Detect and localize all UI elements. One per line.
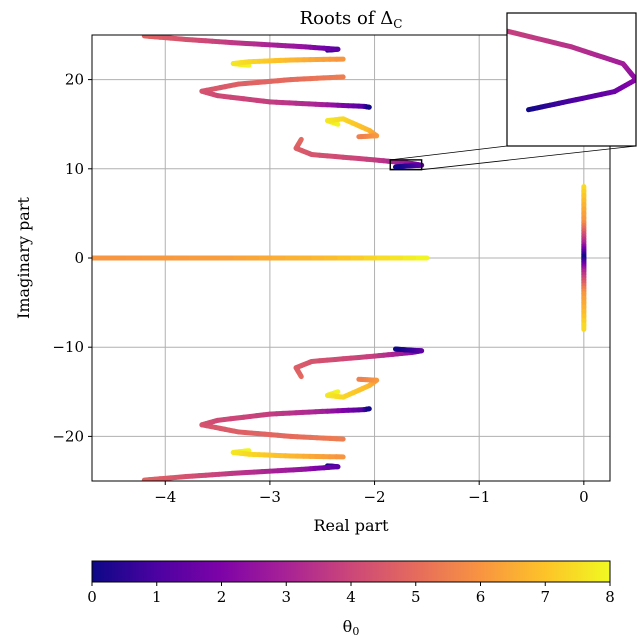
inset-connector — [390, 145, 508, 161]
colorbar — [91, 560, 611, 583]
y-tick-label: −20 — [52, 427, 84, 445]
inset-branch — [507, 28, 636, 113]
root-branch — [230, 448, 346, 460]
colorbar-label: θ0 — [343, 617, 360, 637]
root-branch — [141, 35, 341, 53]
root-branch — [230, 56, 346, 68]
y-tick-label: −10 — [52, 338, 84, 356]
y-tick-label: 0 — [74, 249, 84, 267]
root-branch — [507, 28, 636, 113]
x-tick-label: 0 — [579, 488, 589, 506]
root-branch — [293, 346, 425, 380]
title-symbol: Δ — [380, 8, 393, 29]
colorbar-tick-label: 0 — [87, 588, 97, 606]
colorbar-tick-label: 3 — [281, 588, 291, 606]
colorbar-tick-label: 4 — [346, 588, 356, 606]
root-branch — [324, 376, 380, 400]
colorbar-tick-label: 1 — [152, 588, 162, 606]
root-branches — [92, 35, 587, 481]
root-branch — [199, 406, 372, 442]
chart-title: Roots of ΔC — [300, 8, 403, 31]
colorbar-tick-label: 6 — [476, 588, 486, 606]
x-tick-label: −1 — [468, 488, 490, 506]
colorbar-ticks: 0 1 2 3 4 5 6 7 8 — [87, 582, 615, 606]
colorbar-label-subscript: 0 — [352, 625, 359, 637]
root-branch — [199, 74, 372, 110]
x-tick-label: −3 — [259, 488, 281, 506]
y-tick-label: 10 — [65, 160, 84, 178]
inset-frame — [506, 12, 637, 147]
y-axis-label: Imaginary part — [14, 197, 33, 319]
root-branch — [141, 463, 341, 481]
y-axis-ticks: 20 10 0 −10 −20 — [52, 71, 92, 445]
root-branch — [324, 116, 380, 140]
colorbar-tick-label: 8 — [605, 588, 615, 606]
inset-connector-lines — [390, 145, 637, 171]
title-subscript: C — [393, 17, 402, 31]
y-tick-label: 20 — [65, 71, 84, 89]
x-axis-label: Real part — [313, 516, 389, 535]
colorbar-tick-label: 2 — [217, 588, 227, 606]
x-axis-ticks: −4 −3 −2 −1 0 — [154, 481, 589, 506]
x-tick-label: −4 — [154, 488, 176, 506]
colorbar-tick-label: 5 — [411, 588, 421, 606]
x-tick-label: −2 — [363, 488, 385, 506]
colorbar-tick-label: 7 — [540, 588, 550, 606]
inset-background — [507, 13, 636, 146]
inset-connector — [421, 145, 637, 171]
root-branch — [293, 136, 425, 170]
root-point — [507, 28, 518, 36]
zoom-region-box — [389, 159, 423, 171]
